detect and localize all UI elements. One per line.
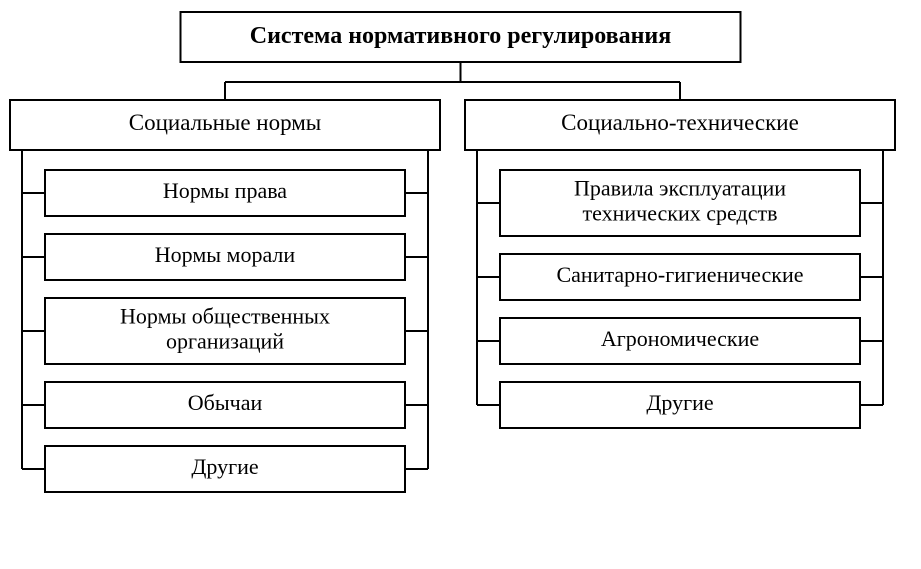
item-label-1-3: Другие — [646, 390, 713, 415]
item-label-0-3: Обычаи — [188, 390, 263, 415]
root-label: Система нормативного регулирования — [250, 23, 671, 49]
item-label-1-1: Санитарно-гигиенические — [556, 262, 803, 287]
item-label-0-1: Нормы морали — [155, 242, 296, 267]
item-label-1-2: Агрономические — [601, 326, 759, 351]
item-label-1-0: Правила эксплуатациитехнических средств — [574, 175, 786, 225]
category-right-label: Социально-технические — [561, 110, 799, 135]
category-left-label: Социальные нормы — [129, 110, 322, 135]
item-label-0-0: Нормы права — [163, 178, 287, 203]
item-label-0-4: Другие — [191, 454, 258, 479]
